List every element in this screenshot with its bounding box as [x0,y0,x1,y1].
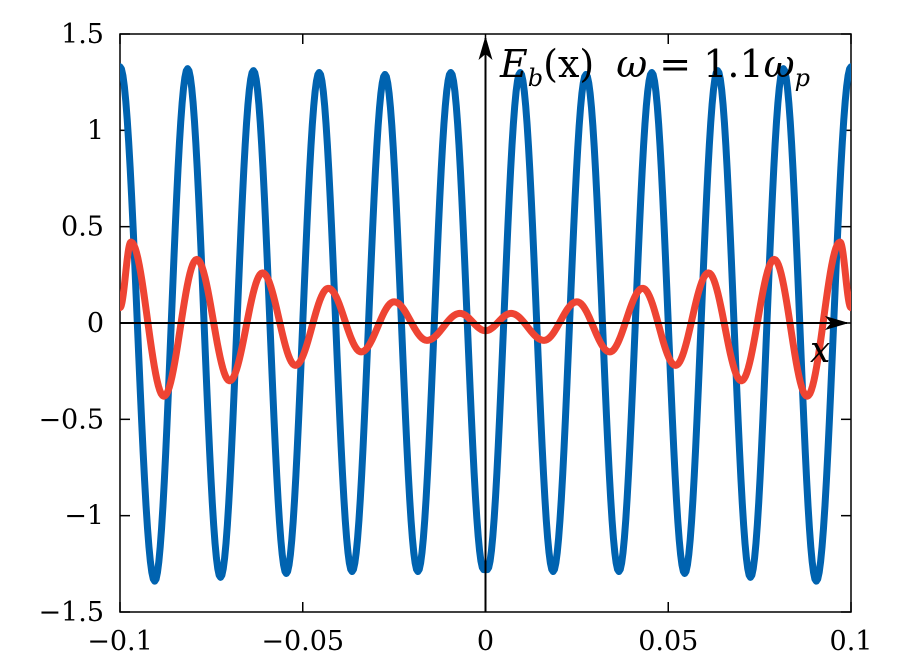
x-tick-label-1: −0.05 [261,626,344,657]
annotation-label: Eb(x) ω = 1.1ωp [499,42,810,92]
x-tick-label-4: 0.1 [830,626,873,657]
y-tick-label-4: −0.5 [38,404,104,435]
annotation-eq: = [647,42,703,86]
annotation-coef: 1.1 [703,42,763,86]
center-axes [120,36,849,612]
y-tick-label-2: 0.5 [61,212,104,243]
x-tick-label-3: 0.05 [638,626,698,657]
annotation-omega-rhs: ω [764,42,795,86]
x-axis-arrowhead [825,316,849,330]
annotation-arg: (x) [543,42,594,86]
annotation-omega-lhs: ω [616,42,647,86]
y-tick-label-0: 1.5 [61,19,104,50]
y-tick-label-3: 0 [87,308,104,339]
y-tick-label-5: −1 [64,501,104,532]
annotation-main: E [499,42,528,86]
annotation-omega-sub: p [795,64,810,92]
x-axis-label: x [810,330,830,371]
x-tick-label-0: −0.1 [87,626,153,657]
y-tick-label-6: −1.5 [38,597,104,628]
y-axis-arrowhead [478,36,493,60]
y-tick-label-1: 1 [87,115,104,146]
tick-labels: −0.1 −0.05 0 0.05 0.1 1.5 1 0.5 0 −0.5 −1 −1.5 [38,19,872,657]
annotation-sub: b [528,64,543,92]
x-tick-label-2: 0 [477,626,494,657]
